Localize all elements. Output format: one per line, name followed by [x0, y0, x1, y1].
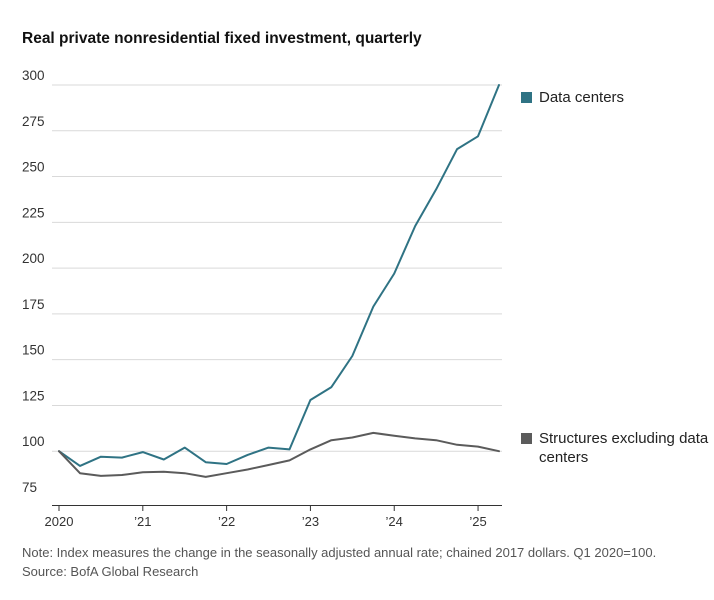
x-tick-label-1: ’21 [134, 514, 151, 529]
legend-item-data-centers: Data centers [521, 88, 624, 107]
x-tick-label-2: ’22 [218, 514, 235, 529]
chart-title: Real private nonresidential fixed invest… [22, 30, 422, 47]
series-line-data-centers [58, 84, 500, 467]
series-lines [58, 84, 500, 478]
y-tick-label-175: 175 [22, 297, 45, 312]
x-tick-label-4: ’24 [386, 514, 403, 529]
chart-footnote: Note: Index measures the change in the s… [22, 543, 656, 581]
y-tick-label-225: 225 [22, 205, 45, 220]
legend-label-structures: Structures excluding data centers [539, 430, 709, 466]
x-tick-label-0: 2020 [45, 514, 74, 529]
source-text: Source: BofA Global Research [22, 564, 199, 579]
legend-swatch-data-centers [521, 92, 532, 103]
y-tick-label-150: 150 [22, 343, 45, 358]
legend-label-data-centers: Data centers [539, 89, 625, 106]
x-tick-label-5: ’25 [469, 514, 486, 529]
legend-swatch-structures [521, 433, 532, 444]
gridlines [52, 84, 502, 452]
legend-item-structures: Structures excluding data centers [521, 429, 714, 467]
x-axis: 2020 ’21 ’22 ’23 ’24 ’25 [45, 505, 502, 529]
y-tick-label-250: 250 [22, 160, 45, 175]
y-tick-label-75: 75 [22, 480, 37, 495]
series-line-structures-excluding-data-centers [58, 431, 500, 478]
y-tick-label-275: 275 [22, 114, 45, 129]
y-tick-label-300: 300 [22, 68, 45, 83]
y-tick-label-200: 200 [22, 251, 45, 266]
x-tick-label-3: ’23 [302, 514, 319, 529]
y-tick-label-125: 125 [22, 388, 45, 403]
y-axis-ticks: 75 100 125 150 175 200 225 250 275 300 [22, 68, 45, 495]
y-tick-label-100: 100 [22, 434, 45, 449]
note-text: Note: Index measures the change in the s… [22, 545, 657, 560]
